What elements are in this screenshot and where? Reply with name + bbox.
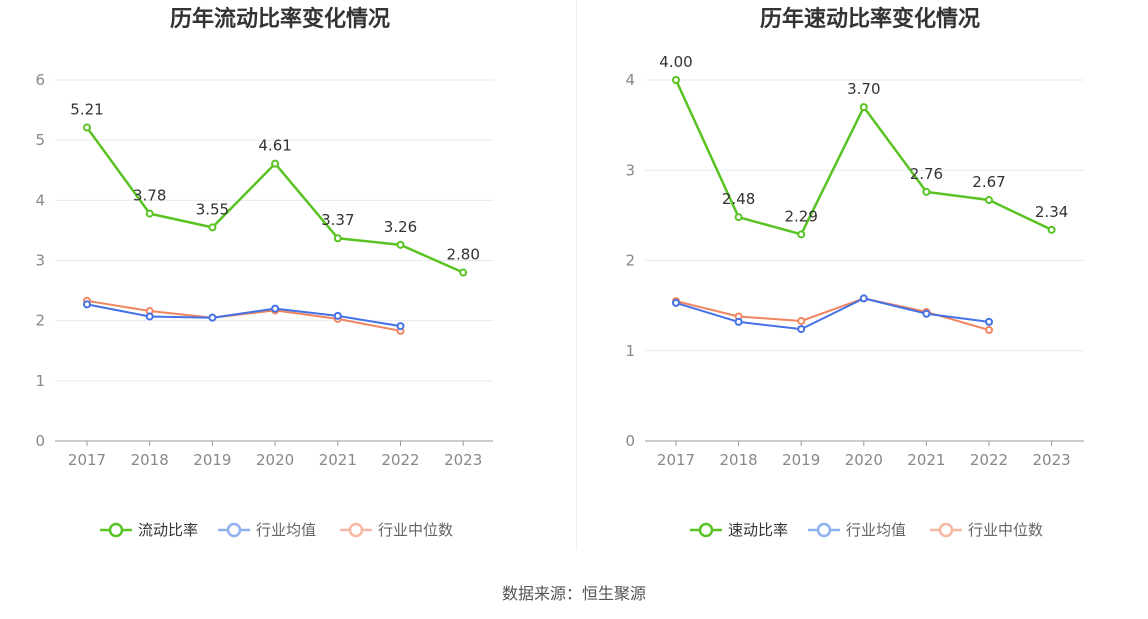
main-data-label: 2.29 xyxy=(784,207,817,225)
x-tick-label: 2019 xyxy=(193,451,231,469)
avg-series-line xyxy=(86,303,401,328)
main-data-label: 2.76 xyxy=(910,165,943,183)
x-tick-label: 2018 xyxy=(720,451,758,469)
legend-label-main: 速动比率 xyxy=(728,521,788,539)
main-data-label: 5.21 xyxy=(70,101,103,119)
x-tick-label: 2020 xyxy=(256,451,294,469)
y-tick-label: 6 xyxy=(35,71,45,89)
y-tick-label: 3 xyxy=(35,252,45,270)
main-data-label: 2.67 xyxy=(972,173,1005,191)
x-tick-label: 2021 xyxy=(907,451,945,469)
legend-marker-median xyxy=(348,522,364,538)
main-data-point xyxy=(333,234,342,243)
y-tick-label: 2 xyxy=(35,312,45,330)
y-tick-label: 2 xyxy=(625,252,635,270)
median-data-point xyxy=(985,325,993,334)
main-data-point xyxy=(459,268,468,277)
main-data-point xyxy=(734,213,743,222)
main-data-label: 3.70 xyxy=(847,80,880,98)
x-tick-label: 2020 xyxy=(845,451,883,469)
avg-data-point xyxy=(396,322,405,331)
legend-marker-main xyxy=(698,522,714,538)
x-tick-label: 2022 xyxy=(381,451,419,469)
legend-label-median: 行业中位数 xyxy=(378,521,453,539)
x-tick-label: 2021 xyxy=(319,451,357,469)
y-tick-label: 4 xyxy=(35,191,45,209)
main-data-point xyxy=(83,123,91,132)
quick-ratio-chart: 历年速动比率变化情况 0 1 2 3 4 2017 2018 2019 2020 2021 2022 2… xyxy=(625,6,1084,539)
chart-divider xyxy=(576,0,577,550)
x-tick-label: 2017 xyxy=(68,451,106,469)
avg-data-point xyxy=(333,311,342,320)
x-tick-label: 2019 xyxy=(782,451,820,469)
avg-data-point xyxy=(797,325,806,334)
data-source-note: 数据来源：恒生聚源 xyxy=(501,584,646,603)
x-tick-label: 2018 xyxy=(131,451,169,469)
avg-data-point xyxy=(734,317,743,326)
x-tick-label: 2017 xyxy=(657,451,695,469)
main-data-point xyxy=(985,196,993,205)
legend-label-avg: 行业均值 xyxy=(846,521,906,539)
legend-label-median: 行业中位数 xyxy=(968,521,1043,539)
median-series-line xyxy=(86,299,401,332)
y-tick-label: 0 xyxy=(35,432,45,450)
x-tick-label: 2023 xyxy=(1033,451,1071,469)
legend-label-main: 流动比率 xyxy=(138,521,198,539)
main-data-point xyxy=(797,230,806,239)
avg-data-point xyxy=(208,313,217,322)
avg-data-point xyxy=(83,300,91,309)
y-tick-label: 3 xyxy=(625,161,635,179)
avg-series-line xyxy=(675,297,990,331)
chart-title: 历年速动比率变化情况 xyxy=(760,6,980,32)
main-data-label: 4.00 xyxy=(659,53,692,71)
legend-marker-median xyxy=(938,522,954,538)
main-data-point xyxy=(271,159,280,168)
main-data-point xyxy=(208,223,217,232)
avg-data-point xyxy=(859,294,868,303)
y-tick-label: 5 xyxy=(35,131,45,149)
avg-data-point xyxy=(985,317,993,326)
legend-marker-avg xyxy=(226,522,242,538)
avg-data-point xyxy=(672,298,680,307)
y-tick-label: 4 xyxy=(625,71,635,89)
main-data-point xyxy=(396,240,405,249)
main-data-label: 3.26 xyxy=(384,218,417,236)
avg-data-point xyxy=(271,304,280,313)
median-data-point xyxy=(797,316,806,325)
main-data-label: 3.55 xyxy=(196,200,229,218)
main-data-label: 4.61 xyxy=(258,137,291,155)
current-ratio-chart: 历年流动比率变化情况 0 1 2 3 4 5 6 2017 2018 2019 2020 2021 202… xyxy=(35,6,493,539)
avg-data-point xyxy=(922,309,931,318)
y-tick-label: 0 xyxy=(625,432,635,450)
y-tick-label: 1 xyxy=(625,342,635,360)
legend-marker-avg xyxy=(816,522,832,538)
main-data-point xyxy=(1047,225,1056,234)
main-data-point xyxy=(922,187,931,196)
main-data-label: 2.34 xyxy=(1035,203,1068,221)
legend-marker-main xyxy=(108,522,124,538)
chart-title: 历年流动比率变化情况 xyxy=(170,6,390,32)
main-data-point xyxy=(145,209,154,218)
x-tick-label: 2022 xyxy=(970,451,1008,469)
x-tick-label: 2023 xyxy=(444,451,482,469)
main-data-label: 3.78 xyxy=(133,187,166,205)
main-data-point xyxy=(859,103,868,112)
main-data-label: 2.80 xyxy=(446,246,479,264)
avg-data-point xyxy=(145,312,154,321)
main-data-label: 3.37 xyxy=(321,211,354,229)
legend-label-avg: 行业均值 xyxy=(256,521,316,539)
y-tick-label: 1 xyxy=(35,372,45,390)
main-data-point xyxy=(672,76,680,84)
main-data-label: 2.48 xyxy=(722,190,755,208)
